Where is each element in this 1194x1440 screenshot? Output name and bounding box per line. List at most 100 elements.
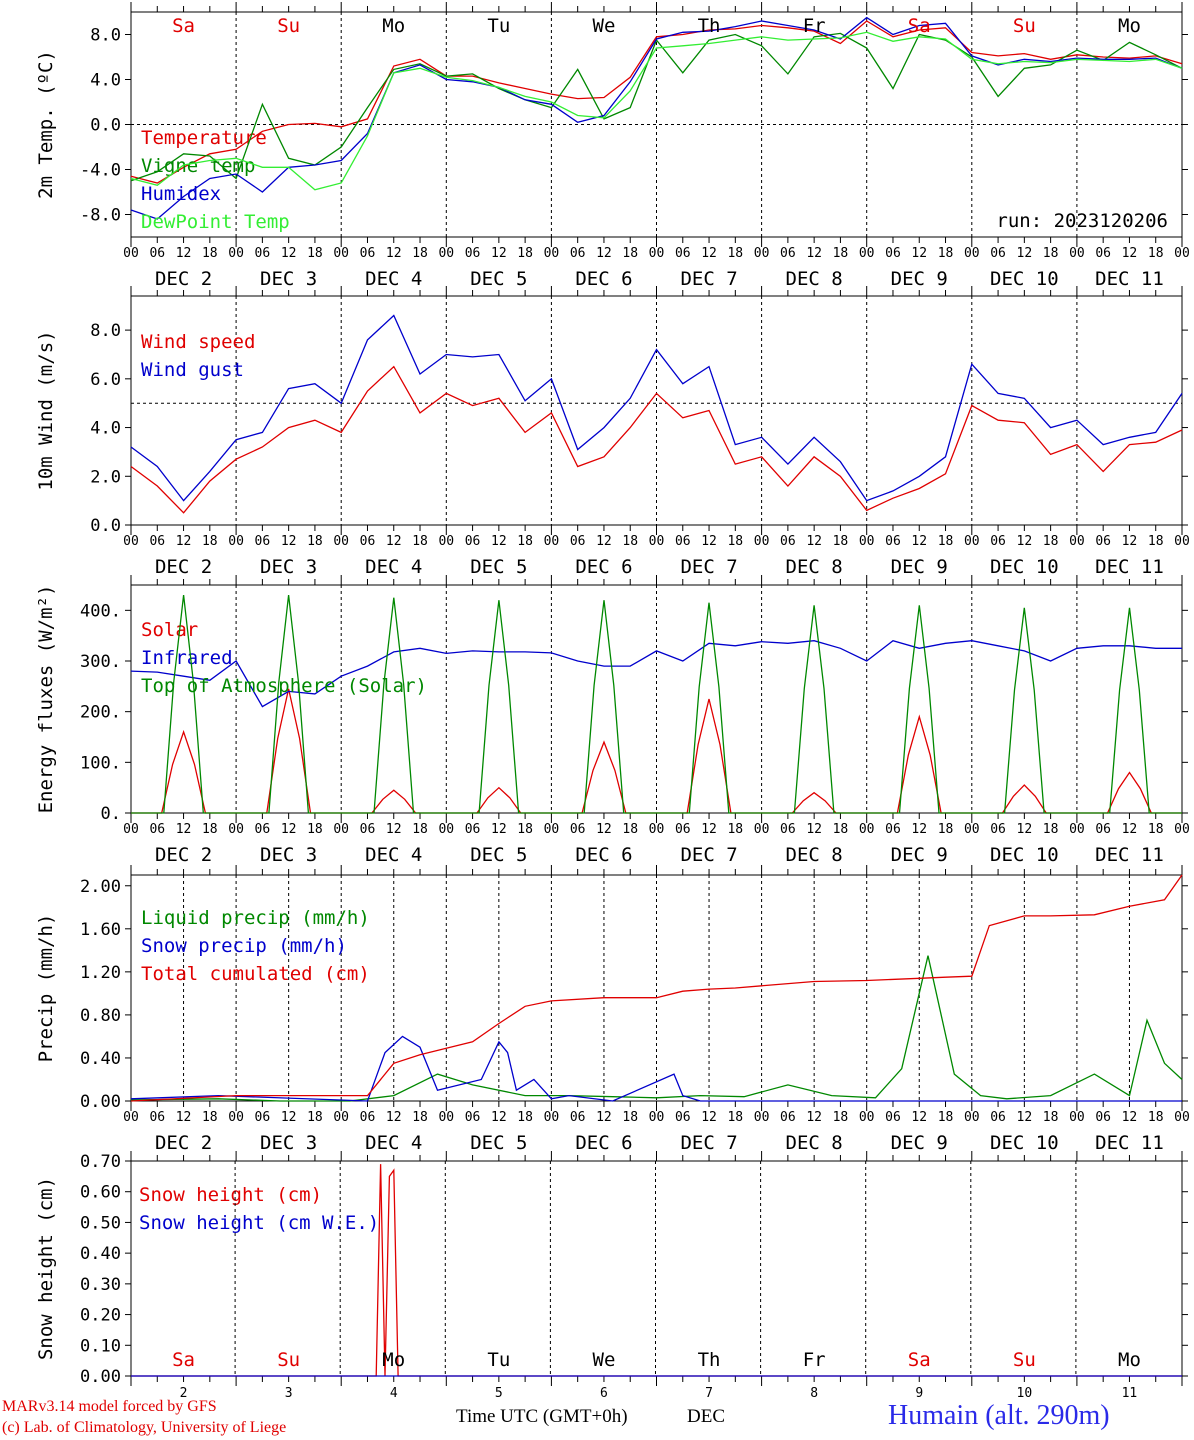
day-name: Su (277, 1349, 300, 1371)
day-number: 3 (285, 1386, 293, 1401)
hour-label: 00 (1174, 534, 1190, 549)
hour-label: 18 (938, 246, 954, 261)
hour-label: 06 (360, 246, 376, 261)
hour-label: 18 (1148, 534, 1164, 549)
hour-label: 06 (990, 534, 1006, 549)
date-label: DEC 3 (260, 844, 317, 866)
y-tick-label: 0.80 (80, 1006, 121, 1026)
y-tick-label: 0.70 (80, 1152, 121, 1172)
hour-label: 06 (780, 246, 796, 261)
hour-label: 06 (360, 822, 376, 837)
hour-label: 18 (202, 534, 218, 549)
date-label: DEC 7 (680, 268, 737, 290)
hour-label: 06 (465, 246, 481, 261)
date-label: DEC 8 (786, 556, 843, 578)
hour-label: 18 (1148, 822, 1164, 837)
day-name: We (593, 1349, 616, 1371)
day-name: Mo (382, 1349, 405, 1371)
hour-label: 00 (333, 822, 349, 837)
y-tick-label: 2.0 (90, 467, 121, 487)
y-tick-label: 8.0 (90, 321, 121, 341)
date-label: DEC 10 (990, 556, 1059, 578)
hour-label: 12 (701, 246, 717, 261)
hour-label: 00 (1174, 246, 1190, 261)
day-name: Sa (172, 1349, 195, 1371)
hour-label: 00 (123, 822, 139, 837)
hour-label: 12 (491, 534, 507, 549)
hour-label: 12 (281, 822, 297, 837)
hour-label: 06 (675, 534, 691, 549)
hour-label: 00 (123, 1110, 139, 1125)
hour-label: 06 (990, 822, 1006, 837)
run-annotation: run: 2023120206 (996, 210, 1168, 232)
y-tick-label: 0.00 (80, 1092, 121, 1112)
y-tick-label: 8.0 (90, 26, 121, 46)
hour-label: 18 (307, 534, 323, 549)
hour-label: 18 (622, 1110, 638, 1125)
legend-entry: Solar (141, 619, 198, 641)
day-name: Sa (908, 15, 931, 37)
hour-label: 00 (754, 1110, 770, 1125)
date-label: DEC 9 (891, 844, 948, 866)
hour-label: 12 (596, 1110, 612, 1125)
hour-label: 00 (649, 822, 665, 837)
y-tick-label: 100. (80, 753, 121, 773)
hour-label: 18 (622, 246, 638, 261)
hour-label: 00 (228, 822, 244, 837)
series-line-top-of-atmosphere-solar- (131, 595, 1182, 814)
hour-label: 06 (149, 534, 165, 549)
date-label: DEC 7 (680, 556, 737, 578)
hour-label: 12 (806, 822, 822, 837)
y-tick-label: 0.00 (80, 1367, 121, 1387)
hour-label: 00 (1069, 246, 1085, 261)
date-label: DEC 8 (786, 1132, 843, 1154)
hour-label: 12 (806, 1110, 822, 1125)
hour-label: 00 (649, 534, 665, 549)
hour-label: 12 (1017, 534, 1033, 549)
hour-label: 06 (570, 1110, 586, 1125)
hour-label: 12 (1122, 246, 1138, 261)
date-label: DEC 8 (786, 844, 843, 866)
hour-label: 12 (596, 246, 612, 261)
hour-label: 18 (1148, 246, 1164, 261)
y-axis-label: Precip (mm/h) (35, 914, 57, 1063)
y-axis-label: Energy fluxes (W/m²) (35, 585, 57, 814)
hour-label: 00 (123, 534, 139, 549)
hour-label: 06 (885, 534, 901, 549)
hour-label: 06 (255, 534, 271, 549)
date-label: DEC 4 (365, 844, 422, 866)
day-name: Tu (487, 1349, 510, 1371)
hour-label: 18 (307, 246, 323, 261)
hour-label: 00 (649, 246, 665, 261)
hour-label: 18 (202, 246, 218, 261)
hour-label: 00 (754, 534, 770, 549)
y-tick-label: 0.20 (80, 1306, 121, 1326)
date-label: DEC 5 (470, 556, 527, 578)
hour-label: 00 (333, 246, 349, 261)
hour-label: 18 (1148, 1110, 1164, 1125)
lab-credit: (c) Lab. of Climatology, University of L… (2, 1419, 287, 1436)
date-label: DEC 5 (470, 844, 527, 866)
hour-label: 06 (149, 822, 165, 837)
legend-entry: Temperature (141, 127, 267, 149)
hour-label: 12 (281, 1110, 297, 1125)
day-number: 6 (600, 1386, 608, 1401)
hour-label: 12 (1122, 1110, 1138, 1125)
hour-label: 18 (622, 822, 638, 837)
hour-label: 12 (1017, 1110, 1033, 1125)
hour-label: 06 (570, 822, 586, 837)
date-label: DEC 8 (786, 268, 843, 290)
hour-label: 12 (386, 1110, 402, 1125)
hour-label: 18 (412, 534, 428, 549)
y-tick-label: 0.0 (90, 116, 121, 136)
legend-entry: Snow precip (mm/h) (141, 935, 347, 957)
y-tick-label: 300. (80, 652, 121, 672)
day-name: Su (277, 15, 300, 37)
date-label: DEC 5 (470, 268, 527, 290)
hour-label: 06 (465, 1110, 481, 1125)
y-tick-label: 0.10 (80, 1336, 121, 1356)
hour-label: 12 (806, 246, 822, 261)
date-label: DEC 3 (260, 556, 317, 578)
hour-label: 18 (307, 822, 323, 837)
